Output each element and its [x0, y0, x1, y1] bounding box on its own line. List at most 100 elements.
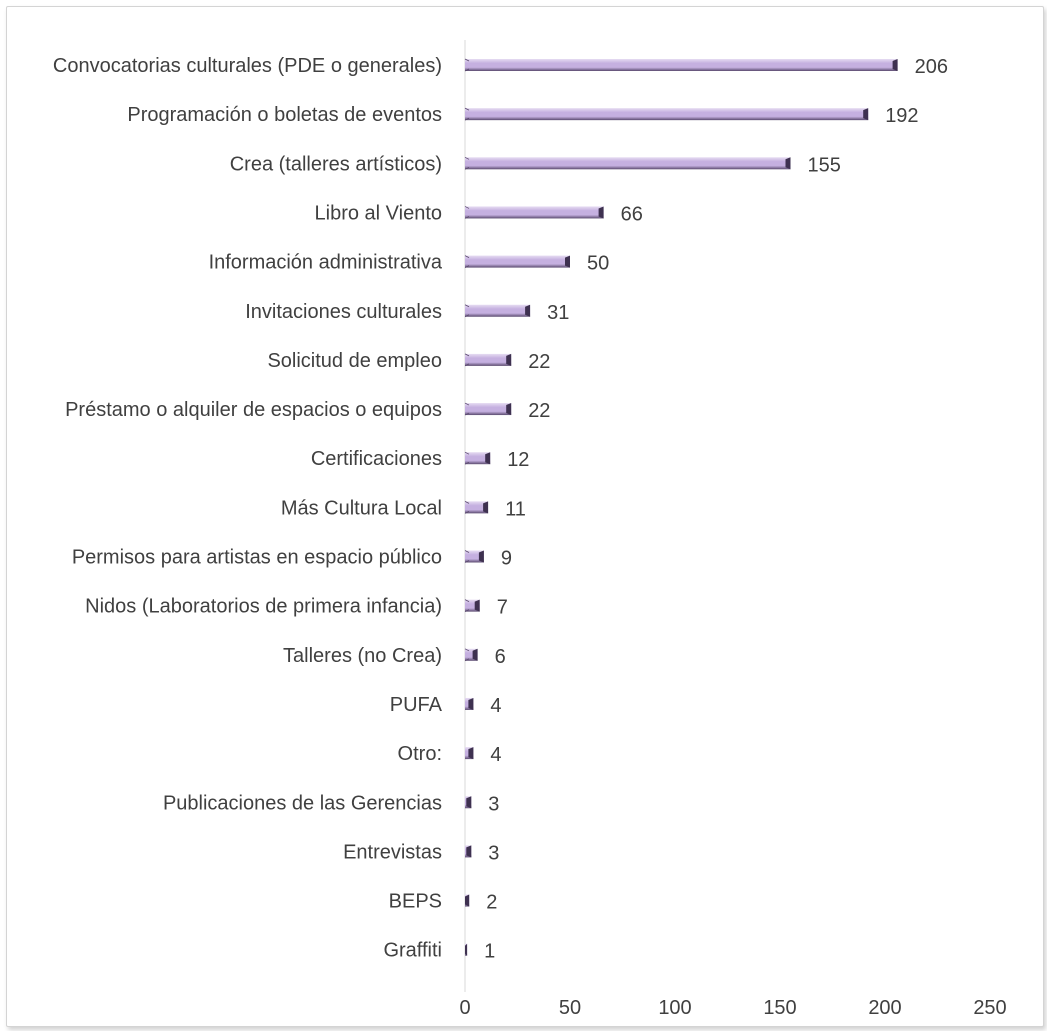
bar	[465, 206, 604, 219]
value-label: 50	[587, 253, 609, 275]
category-label: Más Cultura Local	[281, 497, 442, 519]
bar-bevel	[464, 461, 470, 465]
bar-end-cap	[466, 845, 472, 858]
bar-group	[464, 353, 512, 367]
category-label: Otro:	[398, 743, 442, 765]
bar	[465, 304, 531, 317]
bar-group	[464, 648, 478, 662]
category-label: Convocatorias culturales (PDE o generale…	[53, 55, 442, 77]
bar-group	[464, 255, 570, 268]
value-label: 7	[497, 597, 508, 619]
category-label: Certificaciones	[311, 448, 442, 470]
category-label: Permisos para artistas en espacio públic…	[72, 547, 442, 569]
x-tick-label: 250	[973, 997, 1006, 1019]
category-label: Nidos (Laboratorios de primera infancia)	[85, 596, 442, 618]
bar-group	[464, 550, 484, 563]
value-label: 3	[488, 793, 499, 815]
value-label: 22	[528, 400, 550, 422]
value-label: 11	[505, 498, 526, 520]
bar-end-cap	[478, 550, 484, 563]
bar-bevel	[464, 510, 470, 514]
bar-end-cap	[506, 353, 512, 366]
bar-bevel	[464, 500, 470, 504]
bar-group	[465, 796, 472, 809]
value-label: 6	[495, 646, 506, 668]
bar-group	[465, 747, 474, 760]
bar-end-cap	[468, 697, 474, 710]
value-label: 4	[490, 695, 501, 717]
x-tick-label: 200	[868, 997, 901, 1019]
category-label: Solicitud de empleo	[267, 350, 442, 372]
bar-bevel	[464, 117, 470, 121]
bar-group	[465, 697, 474, 710]
bar-end-cap	[468, 747, 474, 760]
bar-end-cap	[485, 452, 491, 465]
category-label: Graffiti	[383, 940, 442, 962]
bar-bevel	[464, 166, 470, 170]
value-label: 192	[885, 105, 918, 127]
bar-bevel	[464, 412, 470, 416]
value-label: 9	[501, 548, 512, 570]
value-label: 2	[486, 892, 497, 914]
category-label: Libro al Viento	[315, 202, 443, 224]
bar-end-cap	[483, 501, 489, 514]
plot-area: Convocatorias culturales (PDE o generale…	[53, 40, 1007, 1019]
category-label: Información administrativa	[209, 252, 443, 274]
bar-group	[464, 58, 898, 72]
bar-end-cap	[525, 304, 531, 317]
bar-bevel	[464, 255, 470, 258]
value-label: 3	[488, 842, 499, 864]
bar-bevel	[464, 156, 470, 160]
bar-bevel	[464, 304, 470, 308]
category-label: Entrevistas	[343, 841, 442, 863]
bar	[465, 255, 570, 268]
bar-group	[464, 156, 791, 170]
bar-bevel	[464, 560, 470, 563]
category-label: Talleres (no Crea)	[283, 645, 442, 667]
bar-bevel	[464, 58, 470, 62]
bar-bevel	[464, 550, 470, 553]
bar-group	[465, 943, 468, 956]
bar-end-cap	[785, 157, 791, 170]
bar-bevel	[464, 265, 470, 268]
bar-group	[464, 206, 604, 219]
category-label: Crea (talleres artísticos)	[230, 153, 442, 175]
category-label: PUFA	[390, 694, 443, 716]
category-label: Invitaciones culturales	[245, 301, 442, 323]
bar-group	[464, 402, 512, 416]
value-label: 31	[547, 302, 569, 324]
value-label: 66	[621, 203, 643, 225]
value-label: 4	[490, 744, 501, 766]
bar-group	[464, 304, 531, 318]
category-label: BEPS	[389, 891, 442, 913]
bar	[465, 157, 791, 170]
value-label: 206	[915, 56, 948, 78]
bar	[465, 108, 869, 121]
bar-end-cap	[565, 255, 570, 268]
bar-end-cap	[506, 403, 512, 416]
bar-bevel	[464, 68, 470, 72]
x-tick-label: 50	[559, 997, 581, 1019]
bar-group	[464, 599, 480, 613]
bar-bevel	[464, 107, 470, 111]
x-tick-label: 0	[459, 997, 470, 1019]
bar	[465, 353, 512, 366]
bar-end-cap	[465, 943, 468, 956]
bar-bevel	[464, 402, 470, 406]
bar	[465, 452, 491, 465]
bar-bevel	[464, 353, 470, 357]
bar-group	[464, 451, 491, 465]
value-label: 22	[528, 351, 550, 373]
bar	[465, 501, 489, 514]
category-label: Publicaciones de las Gerencias	[163, 792, 442, 814]
bar	[465, 403, 512, 416]
chart-frame	[6, 6, 1044, 1027]
bar-end-cap	[472, 648, 478, 661]
category-label: Programación o boletas de eventos	[127, 104, 442, 126]
bar-bevel	[464, 363, 470, 367]
bar-group	[464, 107, 869, 121]
bar-group	[465, 845, 472, 858]
bar-end-cap	[863, 108, 869, 121]
category-label: Préstamo o alquiler de espacios o equipo…	[65, 399, 442, 421]
